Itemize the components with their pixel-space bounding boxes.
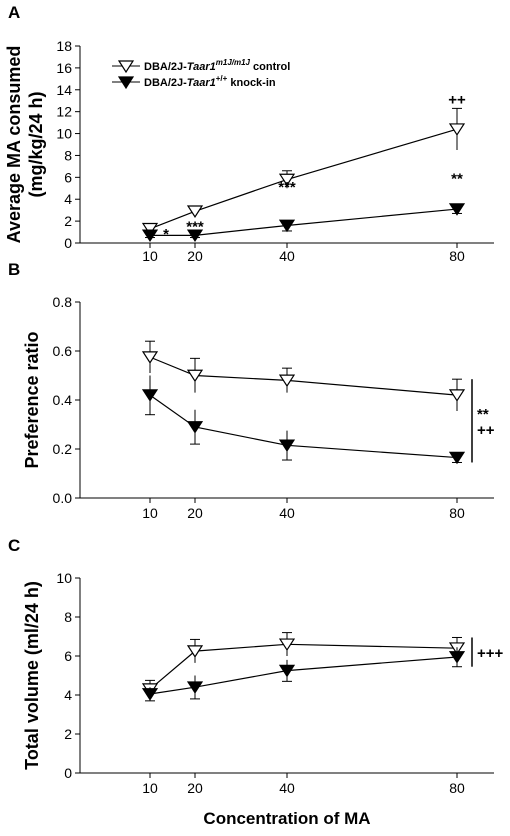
- y-tick-label: 16: [56, 60, 72, 76]
- legend: DBA/2J-Taar1m1J/m1J controlDBA/2J-Taar1+…: [112, 58, 290, 90]
- significance-label: ++: [477, 422, 495, 439]
- y-tick-label: 0.2: [53, 441, 73, 457]
- x-tick-label: 40: [279, 248, 295, 264]
- panel-c: C 0 2 4 6 8 10 10 20 40 80 Total volume (ml/24 h) ++…: [8, 536, 504, 796]
- y-tick-label: 0: [64, 235, 72, 251]
- point-control: [278, 173, 296, 187]
- y-tick-label: 2: [64, 726, 72, 742]
- x-tick-label: 40: [279, 505, 295, 521]
- y-tick-label: 0.0: [53, 490, 73, 506]
- point-knock-in: [448, 451, 466, 465]
- point-knock-in: [186, 421, 204, 434]
- y-tick-label: 8: [64, 609, 72, 625]
- point-control: [278, 638, 296, 652]
- legend-marker-control: [117, 60, 135, 74]
- point-knock-in: [448, 203, 466, 216]
- y-tick-label: 0.8: [53, 294, 73, 310]
- y-axis-label: Preference ratio: [22, 331, 42, 468]
- y-axis-label: Total volume (ml/24 h): [22, 581, 42, 770]
- y-axis-label: Average MA consumed: [4, 46, 24, 244]
- x-tick-label: 10: [142, 780, 158, 796]
- significance-label: **: [451, 170, 463, 187]
- y-tick-label: 6: [64, 648, 72, 664]
- point-knock-in: [141, 389, 159, 402]
- point-knock-in: [278, 219, 296, 233]
- y-tick-label: 0: [64, 765, 72, 781]
- y-tick-label: 0.4: [53, 392, 73, 408]
- x-tick-label: 20: [187, 248, 203, 264]
- significance-label: ***: [186, 218, 204, 235]
- significance-label: ***: [278, 179, 296, 196]
- point-control: [186, 645, 204, 658]
- x-tick-label: 10: [142, 505, 158, 521]
- point-knock-in: [141, 688, 159, 701]
- y-tick-label: 12: [56, 104, 72, 120]
- panel-label: C: [8, 536, 20, 555]
- x-tick-label: 10: [142, 248, 158, 264]
- y-tick-label: 6: [64, 169, 72, 185]
- y-tick-label: 4: [64, 191, 72, 207]
- x-tick-label: 40: [279, 780, 295, 796]
- series-line-control: [149, 643, 458, 690]
- y-tick-label: 10: [56, 570, 72, 586]
- point-control: [141, 222, 159, 236]
- significance-label: **: [477, 406, 489, 423]
- y-tick-label: 18: [56, 38, 72, 54]
- point-control: [448, 123, 466, 136]
- point-control: [278, 374, 296, 388]
- series-line-knock-in: [149, 656, 458, 695]
- point-knock-in: [448, 651, 466, 664]
- x-axis-label: Concentration of MA: [203, 809, 370, 828]
- point-control: [186, 205, 204, 218]
- x-tick-label: 80: [449, 505, 465, 521]
- panel-label: B: [8, 260, 20, 279]
- point-control: [448, 389, 466, 402]
- y-tick-label: 4: [64, 687, 72, 703]
- y-tick-label: 2: [64, 213, 72, 229]
- series-line-knock-in: [150, 208, 458, 236]
- significance-label: *: [163, 226, 169, 243]
- point-knock-in: [141, 229, 159, 243]
- point-knock-in: [186, 229, 204, 243]
- panel-label: A: [8, 3, 20, 22]
- y-tick-label: 14: [56, 82, 72, 98]
- point-knock-in: [186, 681, 204, 694]
- point-knock-in: [278, 664, 296, 678]
- significance-label: +++: [477, 645, 504, 662]
- x-tick-label: 20: [187, 505, 203, 521]
- x-tick-label: 80: [449, 248, 465, 264]
- panel-b: B 0.0 0.2 0.4 0.6 0.8 10 20 40 80 Preference ratio…: [8, 260, 495, 521]
- point-control: [141, 351, 159, 364]
- point-control: [186, 369, 204, 383]
- y-tick-label: 8: [64, 147, 72, 163]
- panel-a: A 0 2 4 6 8 10 12 14 16 18 10 20 40 80 Average MA consu…: [4, 3, 494, 264]
- significance-label: ++: [448, 92, 466, 109]
- y-tick-label: 10: [56, 126, 72, 142]
- x-tick-label: 80: [449, 780, 465, 796]
- y-axis-label-line2: (mg/kg/24 h): [26, 91, 46, 197]
- legend-marker-knockin: [117, 76, 135, 90]
- series-line-control: [149, 128, 458, 230]
- y-tick-label: 0.6: [53, 343, 73, 359]
- legend-label-knockin: DBA/2J-Taar1+/+ knock-in: [144, 74, 276, 89]
- x-tick-label: 20: [187, 780, 203, 796]
- series-line-control: [149, 356, 458, 396]
- point-knock-in: [278, 439, 296, 453]
- legend-label-control: DBA/2J-Taar1m1J/m1J control: [144, 58, 290, 73]
- series-line-knock-in: [149, 394, 458, 459]
